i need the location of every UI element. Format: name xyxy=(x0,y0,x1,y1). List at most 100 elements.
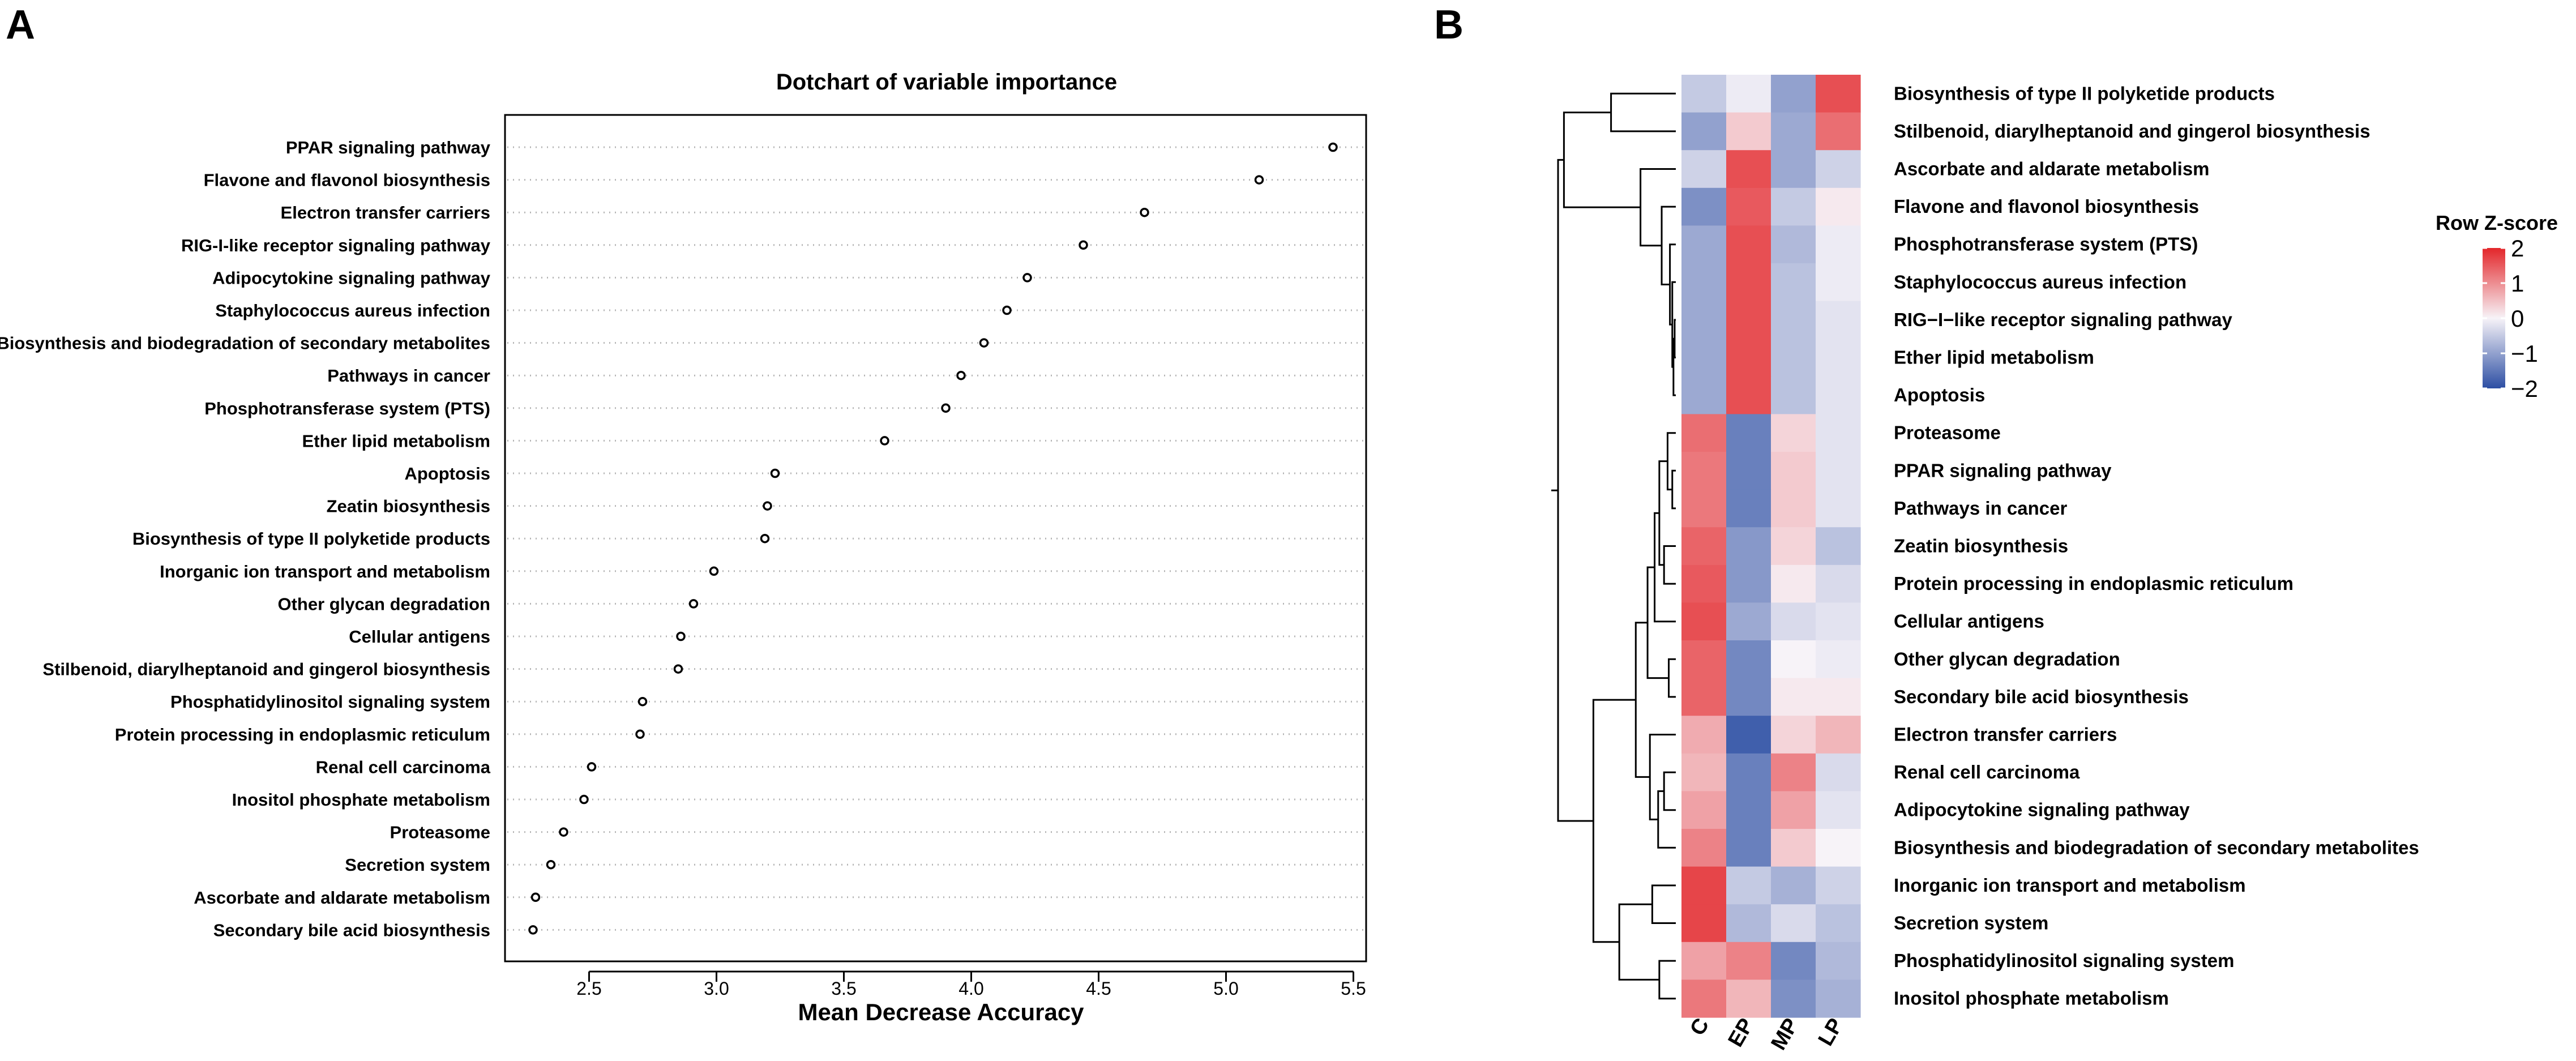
heatmap-cell xyxy=(1771,979,1816,1018)
heatmap-row-label: Pathways in cancer xyxy=(1894,498,2067,519)
heatmap-column-label: MP xyxy=(1766,1015,1803,1054)
dendrogram-branch xyxy=(1671,469,1676,510)
heatmap-cell xyxy=(1771,225,1816,264)
dotchart-category-label: Protein processing in endoplasmic reticu… xyxy=(115,725,490,745)
dotchart-title: Dotchart of variable importance xyxy=(776,70,1117,95)
heatmap-cell xyxy=(1816,339,1861,377)
heatmap-row-label: Ascorbate and aldarate metabolism xyxy=(1894,159,2210,179)
dendrogram-branch xyxy=(1610,92,1676,132)
heatmap-row-label: Renal cell carcinoma xyxy=(1894,761,2080,782)
heatmap-cell xyxy=(1816,904,1861,943)
dotchart-panel: Dotchart of variable importance PPAR sig… xyxy=(0,70,1367,1025)
heatmap-cell xyxy=(1771,187,1816,226)
heatmap-row-label: Ether lipid metabolism xyxy=(1894,347,2094,368)
dotchart-category-label: Ascorbate and aldarate metabolism xyxy=(194,888,490,908)
heatmap-row-label: Flavone and flavonol biosynthesis xyxy=(1894,196,2199,217)
heatmap-cell xyxy=(1681,791,1727,829)
heatmap-cell xyxy=(1771,75,1816,113)
heatmap-cell xyxy=(1771,339,1816,377)
heatmap-cell xyxy=(1771,564,1816,603)
dendrogram-branch xyxy=(1663,545,1676,585)
dotchart-category-label: Other glycan degradation xyxy=(277,594,490,614)
heatmap-cell xyxy=(1771,112,1816,151)
heatmap-cell xyxy=(1726,527,1771,566)
dotchart-guides xyxy=(507,146,1364,931)
dotchart-category-label: Phosphatidylinositol signaling system xyxy=(170,692,490,712)
heatmap-cell xyxy=(1726,866,1771,905)
heatmap-cell xyxy=(1726,75,1771,113)
heatmap-row-labels: Biosynthesis of type II polyketide produ… xyxy=(1894,83,2419,1008)
heatmap-cell xyxy=(1816,866,1861,905)
dotchart-point xyxy=(673,664,683,674)
heatmap-cell xyxy=(1681,678,1727,716)
heatmap-row-label: Phosphotransferase system (PTS) xyxy=(1894,234,2198,255)
heatmap-cell xyxy=(1816,753,1861,792)
dotchart-category-label: Stilbenoid, diarylheptanoid and gingerol… xyxy=(42,660,490,679)
heatmap-row-label: Biosynthesis of type II polyketide produ… xyxy=(1894,83,2275,104)
dendrogram-branch xyxy=(1557,159,1594,822)
heatmap-cell xyxy=(1816,791,1861,829)
heatmap-cell xyxy=(1681,263,1727,302)
dotchart-category-label: Renal cell carcinoma xyxy=(316,757,491,777)
dotchart-category-label: Proteasome xyxy=(390,823,490,842)
dotchart-point xyxy=(956,370,966,380)
dendrogram-branch xyxy=(1674,319,1676,358)
heatmap-row-label: PPAR signaling pathway xyxy=(1894,460,2112,481)
dotchart-x-tick-label: 4.5 xyxy=(1086,978,1111,999)
color-key-tick-label: −2 xyxy=(2511,375,2538,402)
heatmap-cell xyxy=(1816,602,1861,641)
heatmap-cell xyxy=(1726,376,1771,414)
heatmap-cell xyxy=(1726,112,1771,151)
heatmap-cell xyxy=(1681,150,1727,189)
heatmap-cell xyxy=(1681,376,1727,414)
heatmap-cell xyxy=(1681,489,1727,528)
dendrogram-branch xyxy=(1658,960,1676,1000)
dotchart-category-label: Inorganic ion transport and metabolism xyxy=(160,562,490,581)
dendrogram-branch xyxy=(1663,771,1676,811)
dotchart-category-label: Inositol phosphate metabolism xyxy=(232,790,490,810)
heatmap-cell xyxy=(1681,112,1727,151)
heatmap-cell xyxy=(1816,678,1861,716)
dotchart-category-label: Cellular antigens xyxy=(349,627,490,647)
heatmap-cell xyxy=(1681,452,1727,490)
color-key-tick-label: −1 xyxy=(2511,340,2538,367)
dotchart-category-label: Staphylococcus aureus infection xyxy=(215,301,490,320)
heatmap-cell xyxy=(1816,564,1861,603)
heatmap-cell xyxy=(1771,602,1816,641)
heatmap-cell xyxy=(1681,602,1727,641)
dotchart-category-label: Biosynthesis of type II polyketide produ… xyxy=(132,529,490,549)
dotchart-point xyxy=(709,566,719,576)
dendrogram-branch xyxy=(1563,112,1641,208)
heatmap-cell xyxy=(1681,640,1727,679)
dotchart-point xyxy=(530,892,541,902)
heatmap-cell xyxy=(1816,489,1861,528)
dotchart-category-label: Phosphotransferase system (PTS) xyxy=(204,399,490,418)
heatmap-cell xyxy=(1726,979,1771,1018)
dotchart-category-label: RIG-I-like receptor signaling pathway xyxy=(181,236,491,255)
dotchart-category-label: Ether lipid metabolism xyxy=(302,431,490,451)
dendrogram-branch xyxy=(1592,699,1636,943)
heatmap-cell xyxy=(1816,829,1861,867)
dotchart-category-label: Secondary bile acid biosynthesis xyxy=(213,920,490,940)
heatmap-row-label: Zeatin biosynthesis xyxy=(1894,536,2068,557)
heatmap-cell xyxy=(1681,339,1727,377)
heatmap-row-label: Secondary bile acid biosynthesis xyxy=(1894,686,2189,707)
heatmap-row-label: Electron transfer carriers xyxy=(1894,724,2117,745)
heatmap-row-label: Staphylococcus aureus infection xyxy=(1894,271,2186,292)
dotchart-point xyxy=(676,631,686,641)
heatmap-cell xyxy=(1726,564,1771,603)
heatmap-cell xyxy=(1771,489,1816,528)
dotchart-point xyxy=(760,533,770,544)
dotchart-point xyxy=(979,338,989,348)
heatmap-cell xyxy=(1726,942,1771,980)
dotchart-x-axis: 2.5 3.0 3.5 4.0 4.5 5.0 5.5 xyxy=(576,970,1366,999)
heatmap-column-label: C xyxy=(1685,1015,1714,1040)
color-key-tick-label: 2 xyxy=(2511,235,2524,262)
heatmap-cell xyxy=(1771,678,1816,716)
dendrogram-branch xyxy=(1668,658,1676,698)
heatmap-row-label: Phosphatidylinositol signaling system xyxy=(1894,950,2234,971)
heatmap-cell xyxy=(1681,866,1727,905)
heatmap-cell xyxy=(1681,414,1727,452)
heatmap-cell xyxy=(1726,452,1771,490)
dotchart-point xyxy=(1079,240,1088,250)
